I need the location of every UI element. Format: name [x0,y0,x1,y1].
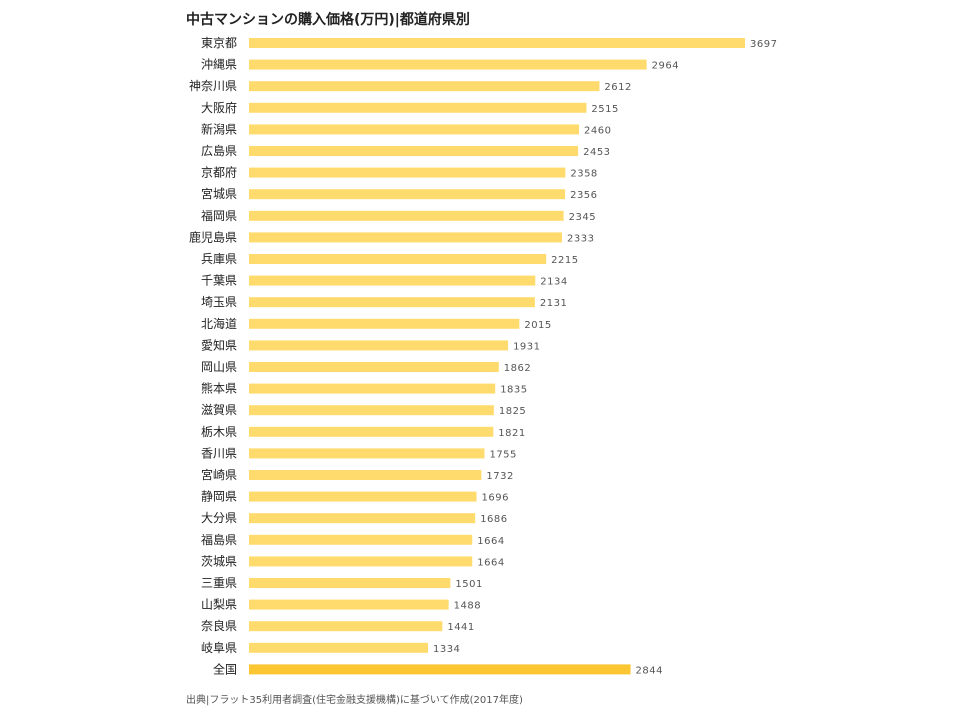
value-label: 2453 [583,147,610,158]
category-label: 香川県 [201,446,237,460]
value-label: 1755 [489,449,516,460]
bar [249,642,428,653]
bar [249,146,579,156]
category-label: 宮城県 [201,186,237,201]
value-label: 2131 [540,298,567,309]
category-label: 大分県 [201,511,237,525]
category-label: 栃木県 [201,425,237,439]
category-label: 全国 [213,661,237,676]
value-label: 1862 [504,363,531,374]
category-label: 北海道 [201,316,237,331]
bar [249,189,566,200]
bar [249,38,745,48]
bar [249,470,482,480]
category-label: 岐阜県 [201,641,237,655]
value-label: 1931 [513,341,540,352]
category-label: 茨城県 [201,554,237,568]
category-label: 新潟県 [201,121,237,136]
value-label: 2356 [570,190,597,201]
value-label: 1825 [499,406,526,417]
value-label: 1501 [455,579,482,590]
category-label: 静岡県 [201,490,237,504]
bar [249,210,564,221]
value-label: 2515 [591,104,618,115]
bar [249,102,587,113]
bar [249,578,451,588]
value-label: 1696 [482,493,509,504]
bar [249,621,443,632]
bar [249,275,536,286]
bar [249,426,494,437]
category-label: 大阪府 [201,100,237,115]
category-label: 神奈川県 [189,79,237,93]
category-label: 京都府 [201,165,237,180]
bar [249,405,494,416]
chart-title: 中古マンションの購入価格(万円)|都道府県別 [186,12,470,28]
category-label: 沖縄県 [201,57,237,72]
category-label: 宮崎県 [201,467,237,482]
value-label: 2015 [524,320,551,331]
value-label: 2358 [570,169,597,180]
bar [249,556,473,567]
category-label: 兵庫県 [201,252,237,266]
bar [249,59,647,70]
value-label: 1821 [498,428,525,439]
value-label: 3697 [750,39,777,50]
bar [249,232,563,243]
bar [249,297,535,308]
value-label: 2964 [652,61,679,72]
bar [249,340,509,351]
value-label: 1334 [433,644,460,655]
value-label: 2460 [584,125,611,136]
bar [249,534,473,545]
value-label: 1664 [477,536,504,547]
value-label: 1835 [500,385,527,396]
category-label: 東京都 [201,36,237,50]
value-label: 1732 [486,471,513,482]
bar [249,513,476,524]
bar [249,124,580,135]
value-label: 1441 [447,622,474,633]
bar [249,491,477,502]
bar [249,362,499,372]
category-label: 埼玉県 [201,295,237,309]
category-label: 広島県 [201,143,237,158]
value-label: 1488 [454,601,481,612]
category-label: 鹿児島県 [189,229,237,244]
bar [249,599,449,610]
bar [249,167,566,178]
category-label: 千葉県 [201,274,237,288]
value-label: 2215 [551,255,578,266]
bar [249,318,520,329]
value-label: 1686 [480,514,507,525]
value-label: 1664 [477,557,504,568]
value-label: 2844 [636,665,663,676]
category-label: 岡山県 [201,360,237,374]
category-label: 愛知県 [201,338,237,352]
bar [249,664,631,675]
category-label: 福岡県 [201,208,237,223]
value-label: 2345 [569,212,596,223]
bar [249,448,485,459]
bar [249,383,496,394]
category-label: 奈良県 [201,618,237,633]
category-label: 滋賀県 [201,403,237,417]
category-label: 福島県 [201,532,237,547]
category-label: 三重県 [201,576,237,590]
bar [249,254,547,264]
bar [249,81,600,92]
category-label: 熊本県 [201,381,237,396]
value-label: 2333 [567,233,594,244]
category-label: 山梨県 [201,598,237,612]
source-note: 出典|フラット35利用者調査(住宅金融支援機構)に基づいて作成(2017年度) [186,695,523,706]
value-label: 2612 [604,82,631,93]
value-label: 2134 [540,277,567,288]
